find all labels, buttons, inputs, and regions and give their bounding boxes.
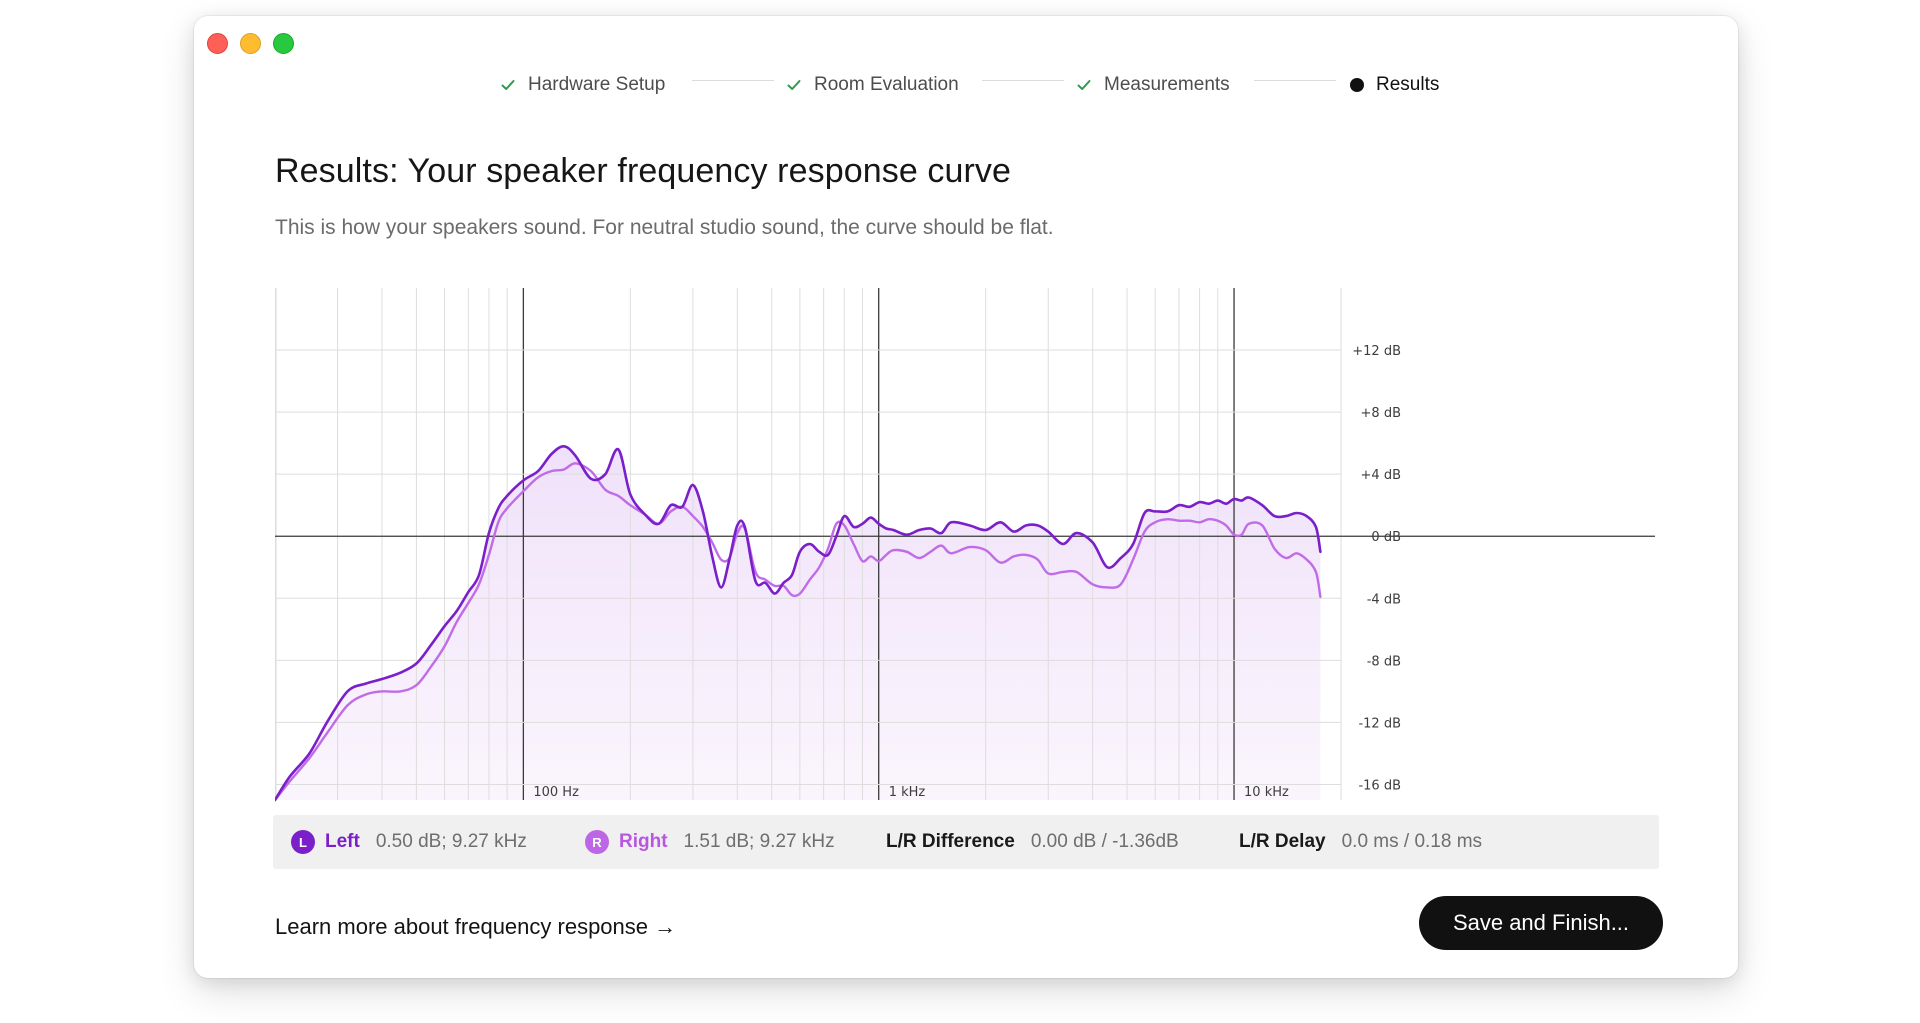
- step-connector: [982, 80, 1064, 81]
- lr-delay-value: 0.0 ms / 0.18 ms: [1341, 831, 1483, 852]
- page-title: Results: Your speaker frequency response…: [275, 152, 1012, 190]
- frequency-response-svg: +12 dB +8 dB +4 dB 0 dB -4 dB -8 dB -12 dB -16 …: [275, 288, 1655, 802]
- frequency-response-chart: +12 dB +8 dB +4 dB 0 dB -4 dB -8 dB -12 dB -16 …: [275, 274, 1659, 812]
- x-tick-label: 100 Hz: [533, 785, 579, 800]
- step-results[interactable]: Results: [1350, 70, 1439, 100]
- left-channel-stat: L Left 0.50 dB; 9.27 kHz: [291, 815, 527, 869]
- right-channel-badge: R: [585, 830, 609, 854]
- lr-difference-value: 0.00 dB / -1.36dB: [1030, 831, 1179, 852]
- y-tick-label: -16 dB: [1358, 778, 1401, 793]
- step-label: Hardware Setup: [528, 74, 666, 95]
- minimize-window-button[interactable]: [240, 33, 261, 54]
- step-label: Room Evaluation: [814, 74, 959, 95]
- right-channel-label: Right: [619, 831, 668, 852]
- left-channel-value: 0.50 dB; 9.27 kHz: [375, 831, 527, 852]
- page-subtitle: This is how your speakers sound. For neu…: [275, 216, 1054, 239]
- right-channel-value: 1.51 dB; 9.27 kHz: [683, 831, 835, 852]
- left-curve-fill: [275, 446, 1321, 800]
- y-tick-label: -8 dB: [1367, 654, 1401, 669]
- save-and-finish-button[interactable]: Save and Finish...: [1419, 896, 1663, 950]
- learn-more-link[interactable]: Learn more about frequency response →: [275, 914, 677, 939]
- x-tick-label: 1 kHz: [889, 785, 926, 800]
- check-icon: [1077, 80, 1091, 90]
- x-tick-label: 10 kHz: [1244, 785, 1289, 800]
- progress-stepper: Hardware Setup Room Evaluation Measureme…: [194, 70, 1738, 100]
- step-label: Results: [1376, 74, 1440, 95]
- step-hardware-setup[interactable]: Hardware Setup: [500, 70, 665, 100]
- close-window-button[interactable]: [207, 33, 228, 54]
- lr-delay-stat: L/R Delay 0.0 ms / 0.18 ms: [1239, 815, 1482, 869]
- y-tick-label: +8 dB: [1361, 406, 1401, 421]
- left-channel-curve: [275, 445, 1322, 802]
- bullet-icon: [1350, 78, 1364, 92]
- step-measurements[interactable]: Measurements: [1076, 70, 1230, 100]
- step-connector: [692, 80, 774, 81]
- stats-bar: L Left 0.50 dB; 9.27 kHz R Right 1.51 dB…: [273, 815, 1659, 869]
- check-icon: [501, 80, 515, 90]
- left-channel-badge: L: [291, 830, 315, 854]
- step-connector: [1254, 80, 1336, 81]
- right-channel-stat: R Right 1.51 dB; 9.27 kHz: [585, 815, 835, 869]
- y-tick-label: +4 dB: [1361, 468, 1401, 483]
- right-channel-curve: [275, 462, 1322, 802]
- window-controls: [207, 33, 294, 54]
- y-tick-label: -12 dB: [1358, 716, 1401, 731]
- lr-delay-label: L/R Delay: [1239, 831, 1326, 852]
- y-tick-label: -4 dB: [1367, 592, 1401, 607]
- lr-difference-stat: L/R Difference 0.00 dB / -1.36dB: [886, 815, 1179, 869]
- step-room-evaluation[interactable]: Room Evaluation: [786, 70, 959, 100]
- results-window: Hardware Setup Room Evaluation Measureme…: [194, 16, 1738, 978]
- zoom-window-button[interactable]: [273, 33, 294, 54]
- left-channel-label: Left: [325, 831, 360, 852]
- step-label: Measurements: [1104, 74, 1230, 95]
- lr-difference-label: L/R Difference: [886, 831, 1015, 852]
- check-icon: [787, 80, 801, 90]
- y-tick-label: +12 dB: [1352, 344, 1401, 359]
- y-tick-label: 0 dB: [1371, 530, 1401, 545]
